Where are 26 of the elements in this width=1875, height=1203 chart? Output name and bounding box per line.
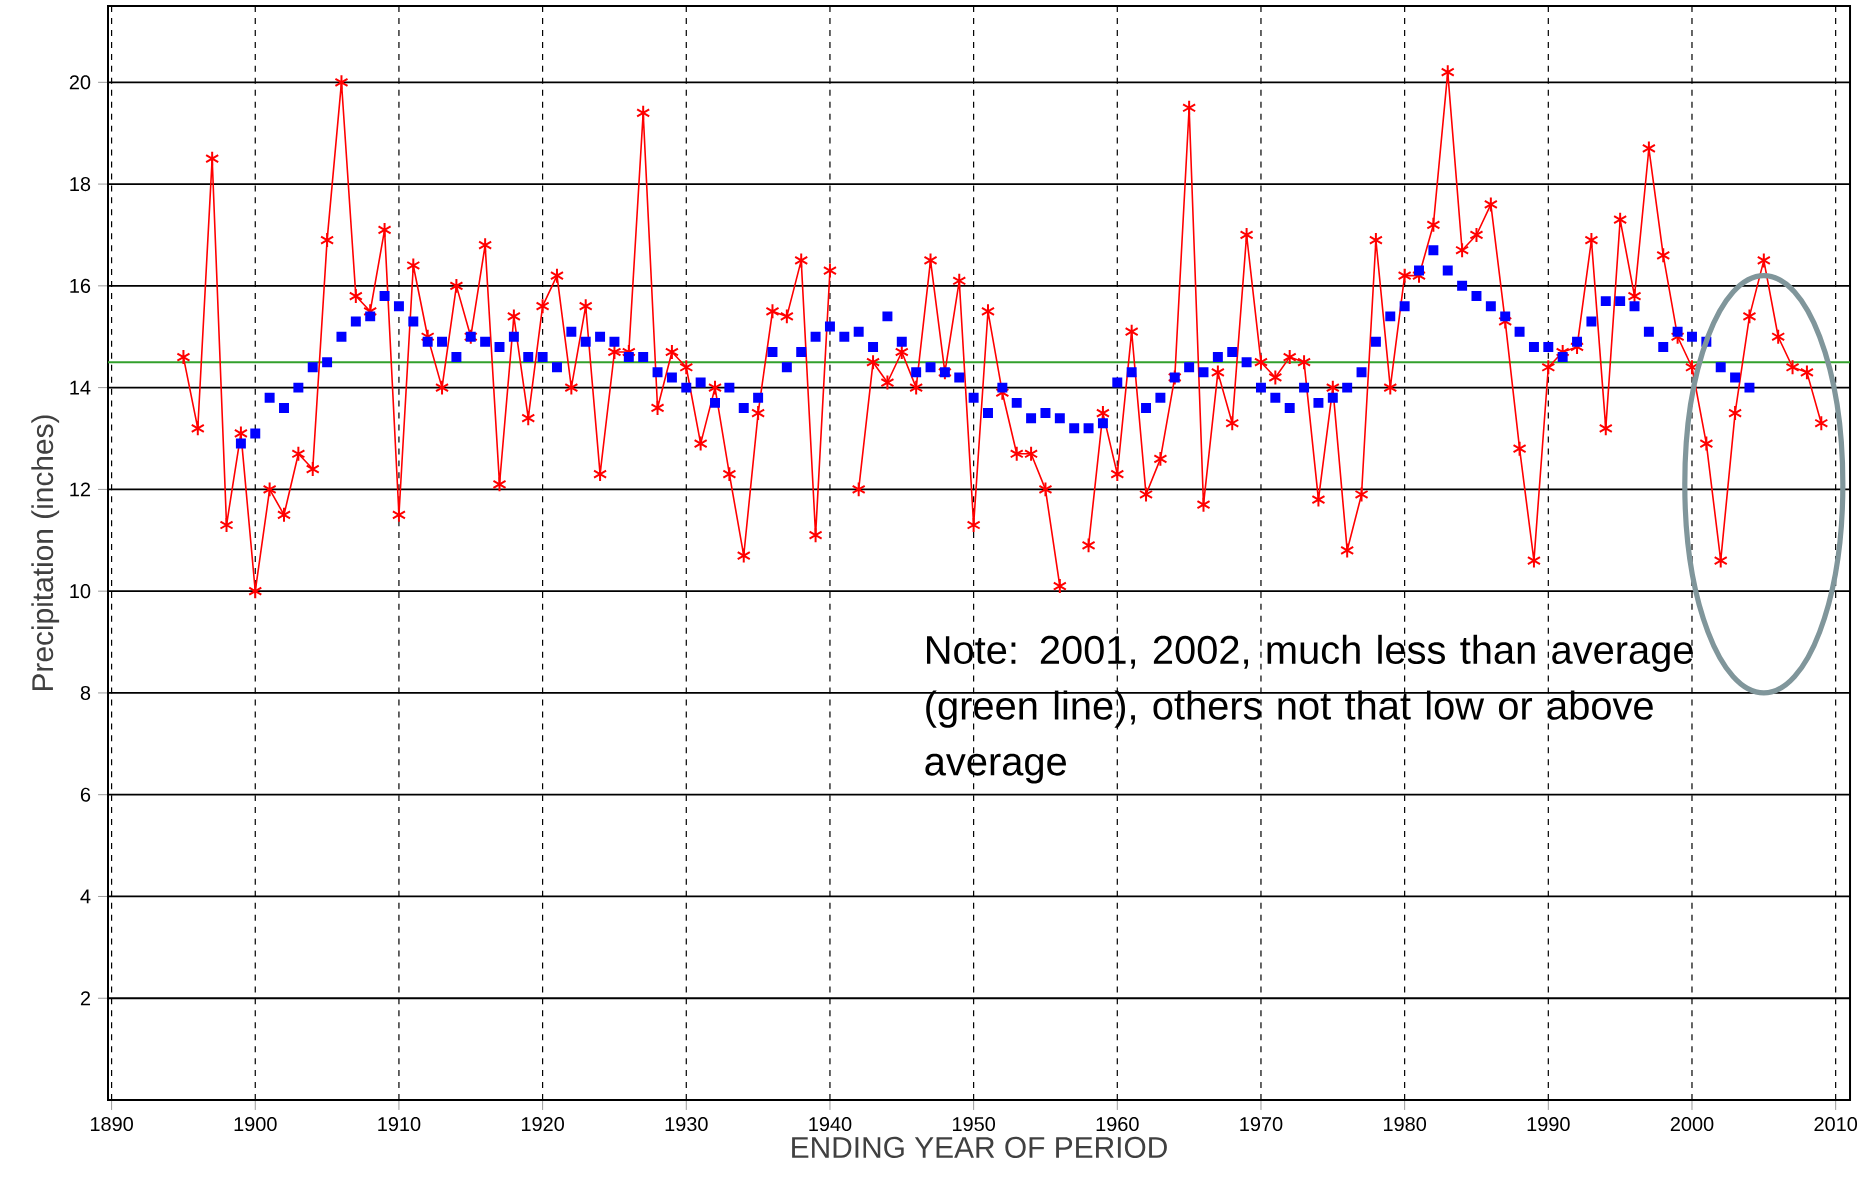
x-tick-label: 2000	[1670, 1117, 1714, 1132]
x-tick-label: 1960	[1096, 1117, 1139, 1132]
x-tick-label: 1930	[665, 1117, 708, 1132]
y-tick-label: 16	[70, 278, 91, 293]
y-tick-label: 20	[69, 75, 91, 90]
y-tick-label: 14	[70, 380, 91, 395]
x-axis-title: ENDING YEAR OF PERIOD	[792, 1136, 1167, 1158]
x-tick-label: 1940	[809, 1117, 852, 1132]
x-tick-label: 1910	[378, 1117, 421, 1132]
annotation: Note: 2001, 2002, much less than average (green line), others not that low or above average	[925, 634, 1693, 784]
y-tick-label: 6	[80, 787, 91, 802]
x-tick-label: 1890	[90, 1117, 133, 1132]
y-tick-label: 10	[70, 584, 91, 599]
y-tick-label: 2	[80, 991, 91, 1006]
x-tick-label: 2010	[1814, 1117, 1858, 1132]
y-tick-label: 4	[80, 889, 91, 904]
x-tick-label: 1900	[234, 1117, 277, 1132]
x-tick-label: 1990	[1527, 1117, 1570, 1132]
y-tick-label: 8	[80, 685, 91, 700]
x-tick-label: 1980	[1384, 1117, 1427, 1132]
x-tick-label: 1950	[952, 1117, 996, 1132]
y-axis-title: Precipitation (inches)	[31, 415, 60, 691]
y-tick-label: 12	[70, 482, 91, 497]
y-tick-label: 18	[70, 177, 91, 192]
x-tick-label: 1920	[521, 1117, 564, 1132]
x-tick-label: 1970	[1240, 1117, 1283, 1132]
